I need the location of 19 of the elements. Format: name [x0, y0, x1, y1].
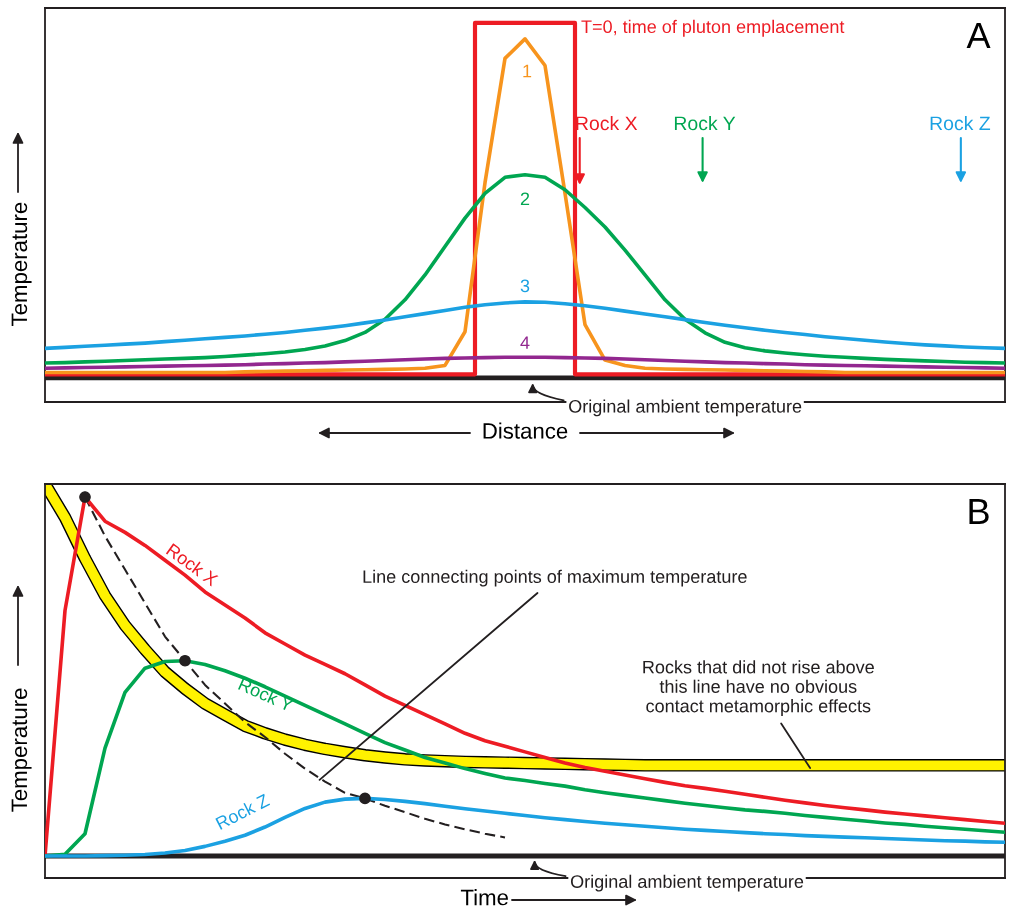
text: Original ambient temperature — [569, 399, 802, 417]
x-axis-title: Distance — [483, 422, 568, 439]
annotation: Line connecting points of maximum temperature — [363, 569, 747, 587]
series-label: T=0, time of pluton emplacement — [581, 19, 845, 37]
text: Original ambient temperature — [570, 874, 804, 892]
annotation: Rock Z — [930, 115, 991, 131]
series-label: 4 — [520, 336, 530, 349]
chart-title: A — [966, 23, 991, 48]
text: Rock Z — [215, 793, 271, 830]
series-label: 2 — [520, 192, 530, 206]
x-axis-title: Time — [460, 889, 508, 906]
annotation: Rock X — [576, 115, 638, 131]
y-axis-title: Temperature — [11, 202, 32, 326]
annotation: Rock Y — [674, 115, 736, 131]
series-label: 3 — [520, 279, 530, 293]
annotation: Rocks that did not rise above this line have no obvious contact metamorphic effects — [643, 660, 874, 716]
y-axis-title: Temperature — [11, 688, 32, 812]
chart-title: B — [969, 499, 989, 524]
series-label: 1 — [523, 64, 532, 78]
